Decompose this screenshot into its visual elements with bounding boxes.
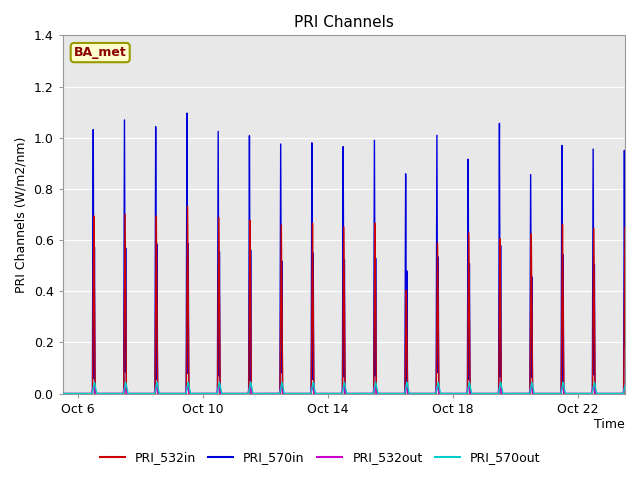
PRI_570in [416, 391, 424, 396]
PRI_532in [59, 391, 67, 396]
PRI_532out [87, 391, 95, 396]
PRI_532out [476, 391, 483, 396]
PRI_570out [506, 391, 513, 396]
PRI_532out [506, 391, 513, 396]
PRI_570in [506, 391, 513, 396]
PRI_532out [59, 391, 67, 396]
PRI_570in [59, 391, 67, 396]
PRI_570in [183, 110, 191, 116]
PRI_532in [506, 391, 513, 396]
PRI_532out [416, 391, 424, 396]
PRI_570in [476, 391, 483, 396]
PRI_570in [392, 391, 399, 396]
PRI_532in [621, 224, 629, 230]
PRI_570out [87, 391, 95, 396]
PRI_570out [392, 391, 399, 396]
Text: BA_met: BA_met [74, 46, 127, 59]
PRI_570out [309, 379, 317, 385]
PRI_532out [496, 383, 504, 389]
Title: PRI Channels: PRI Channels [294, 15, 394, 30]
Line: PRI_532in: PRI_532in [63, 206, 625, 394]
Y-axis label: PRI Channels (W/m2/nm): PRI Channels (W/m2/nm) [15, 136, 28, 293]
PRI_570out [416, 391, 424, 396]
PRI_532in [476, 391, 483, 396]
PRI_570in [621, 342, 629, 348]
Line: PRI_570out: PRI_570out [63, 382, 625, 394]
Line: PRI_532out: PRI_532out [63, 386, 625, 394]
PRI_532in [262, 391, 270, 396]
PRI_532in [184, 204, 191, 209]
PRI_532out [392, 391, 399, 396]
PRI_532in [392, 391, 399, 396]
PRI_570in [262, 391, 270, 396]
PRI_570out [262, 391, 270, 396]
PRI_532in [416, 391, 424, 396]
Line: PRI_570in: PRI_570in [63, 113, 625, 394]
PRI_532out [621, 384, 629, 390]
X-axis label: Time: Time [595, 419, 625, 432]
PRI_570out [59, 391, 67, 396]
PRI_570in [87, 391, 95, 396]
PRI_532out [262, 391, 270, 396]
Legend: PRI_532in, PRI_570in, PRI_532out, PRI_570out: PRI_532in, PRI_570in, PRI_532out, PRI_57… [95, 446, 545, 469]
PRI_570out [621, 383, 629, 388]
PRI_532in [87, 391, 95, 396]
PRI_570out [476, 391, 483, 396]
